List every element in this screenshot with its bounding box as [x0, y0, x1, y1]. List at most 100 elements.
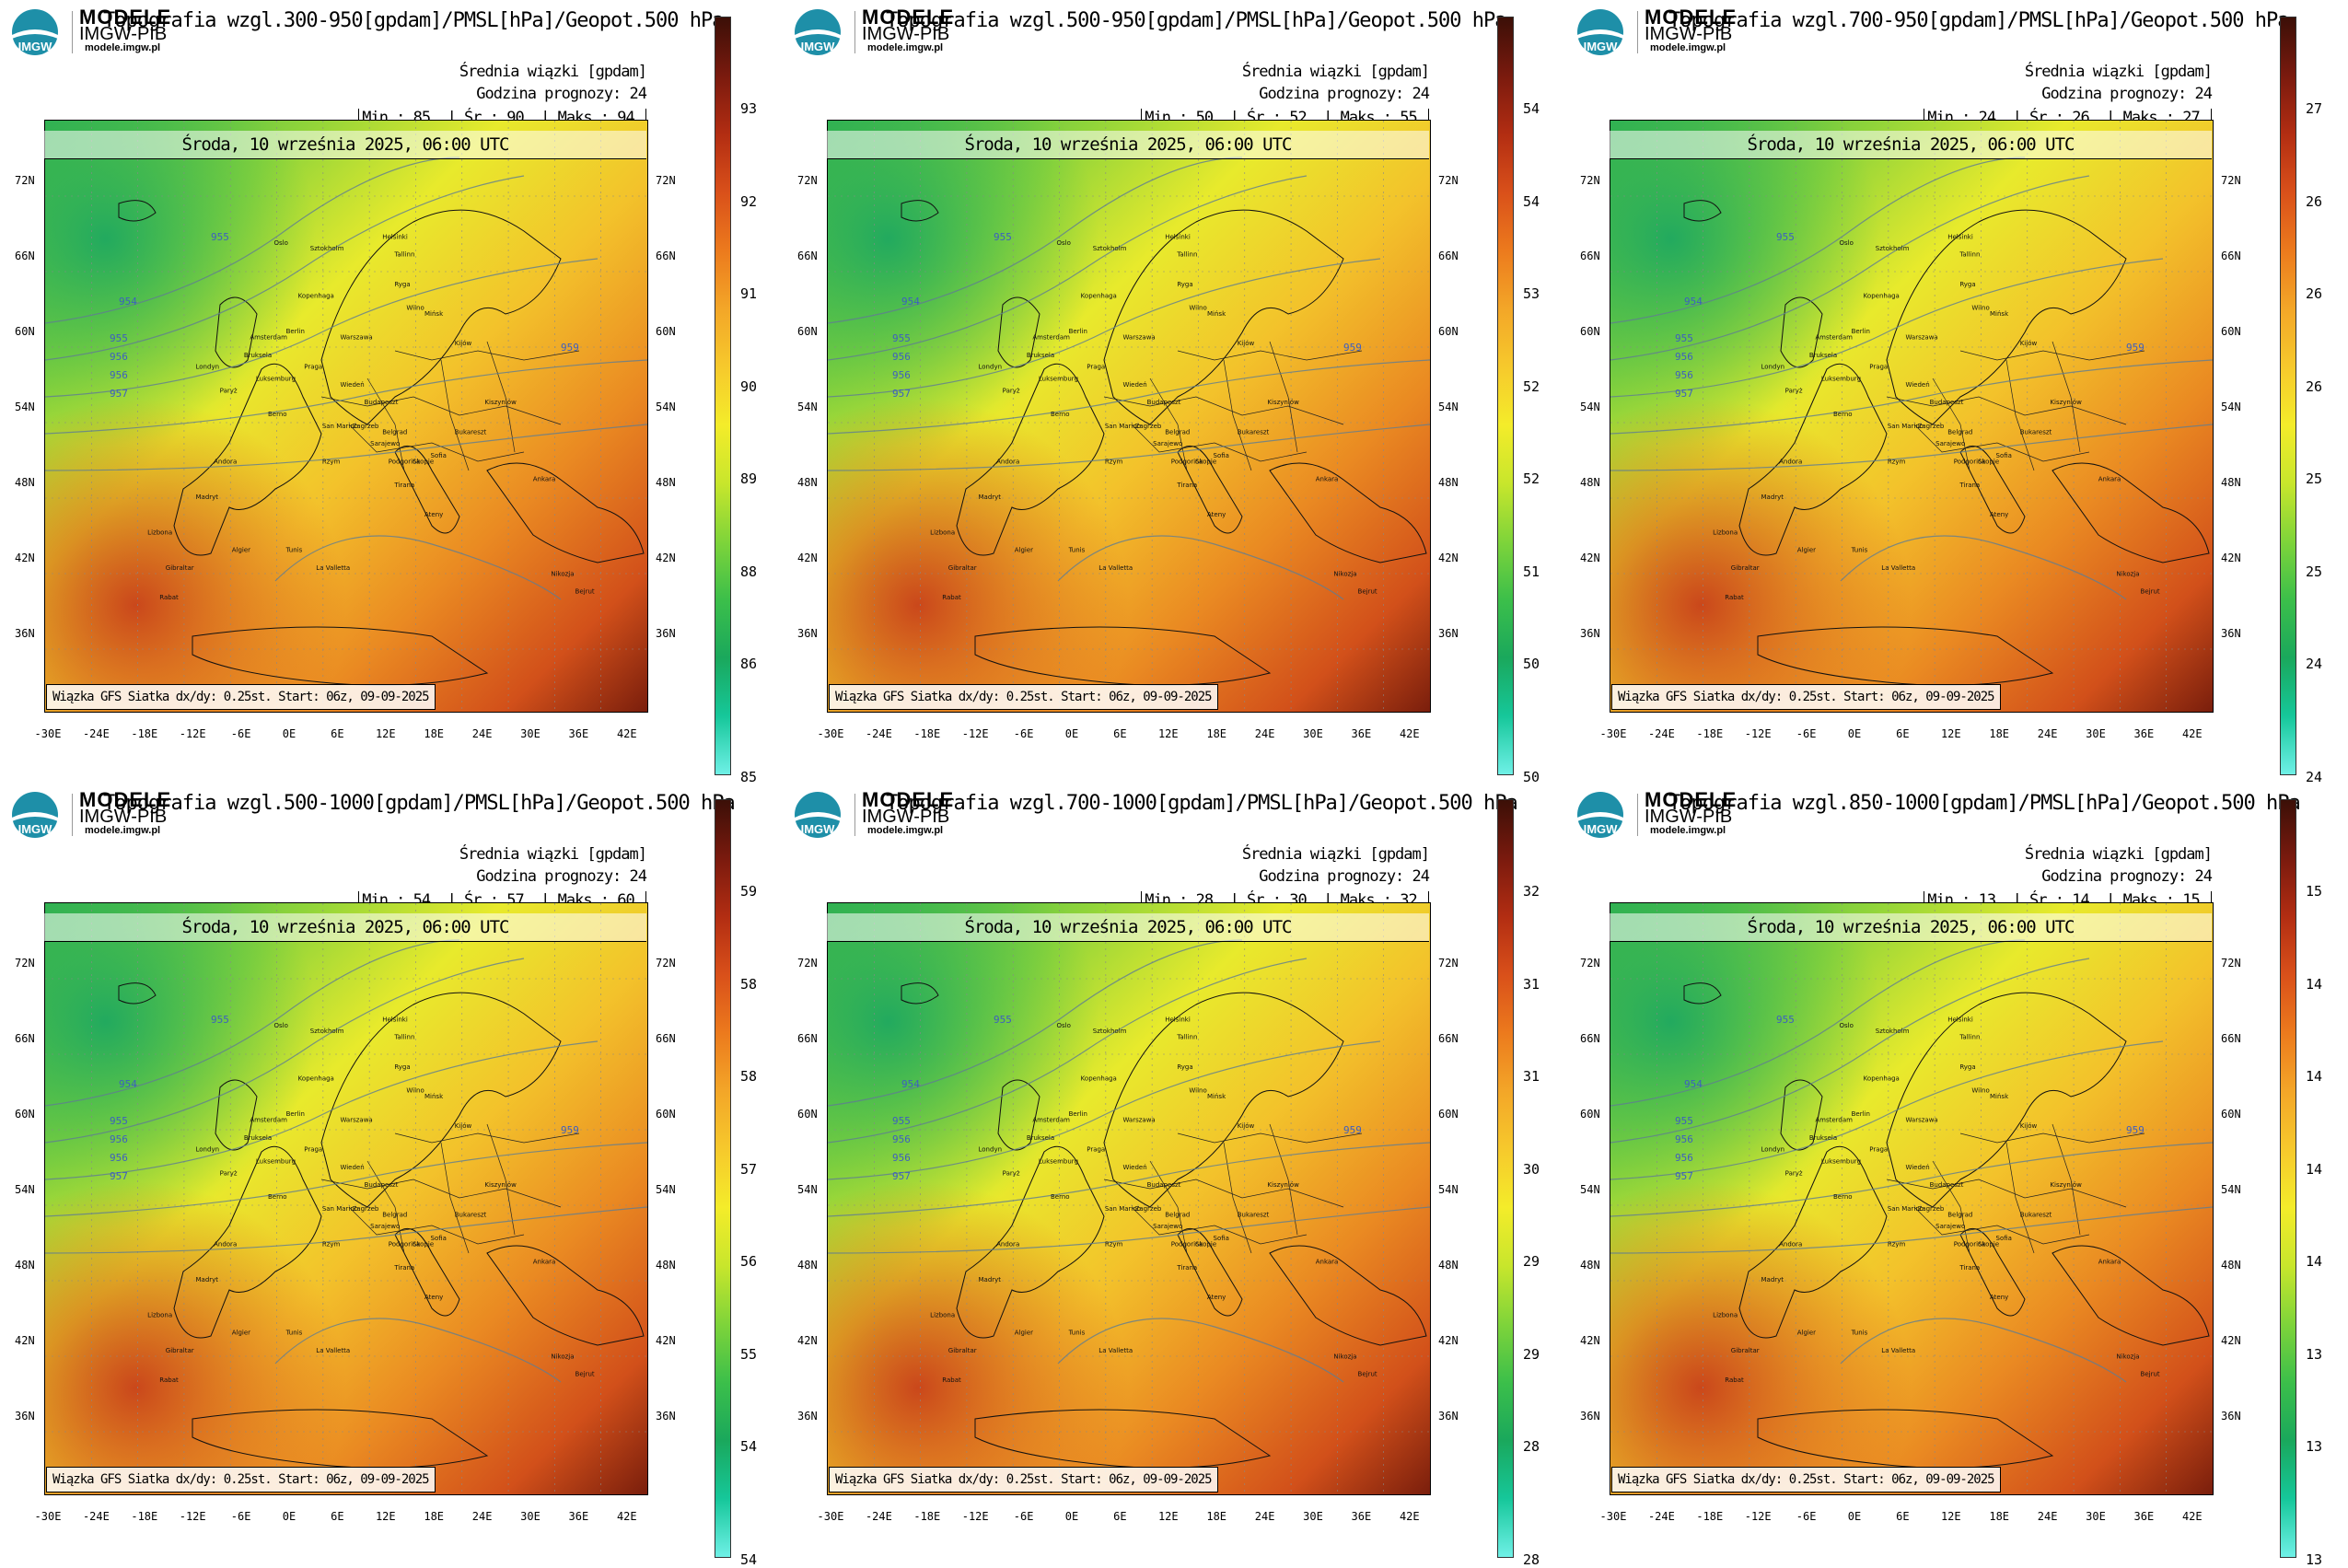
- map-area[interactable]: 955 956 956 957 954 959 955 Londyn Paryż Berlin Wa…: [44, 902, 648, 1495]
- lat-label-left: 72N: [1580, 957, 1600, 970]
- logo-text: IMGW: [801, 40, 836, 53]
- city-label: Paryż: [1003, 387, 1020, 394]
- city-label: Helsinki: [1165, 1016, 1191, 1023]
- colorbar-label: 26: [2306, 285, 2323, 302]
- lon-label: 0E: [1064, 1510, 1079, 1523]
- city-label: Budapeszt: [1147, 1181, 1181, 1189]
- city-label: Lizbona: [930, 528, 955, 536]
- colorbar-label: 27: [2306, 100, 2323, 117]
- map-area[interactable]: 955 956 956 957 954 959 955 Londyn Paryż Berlin Wa…: [44, 120, 648, 713]
- isoline-label: 959: [561, 342, 579, 354]
- city-label: Madryt: [196, 1276, 219, 1283]
- brand-subtitle: IMGW-PIB: [1645, 807, 1733, 827]
- city-label: Oslo: [1840, 1022, 1854, 1029]
- city-label: Wiedeń: [1122, 1164, 1146, 1171]
- city-label: Berno: [268, 1193, 287, 1201]
- isoline-label: 954: [119, 1078, 137, 1090]
- city-label: Bejrut: [2141, 1371, 2160, 1378]
- city-label: Warszawa: [340, 1117, 372, 1124]
- brand-site[interactable]: modele.imgw.pl: [1650, 42, 1726, 53]
- city-label: Belgrad: [382, 428, 407, 436]
- brand-site[interactable]: modele.imgw.pl: [85, 42, 161, 53]
- brand-site[interactable]: modele.imgw.pl: [85, 825, 161, 836]
- city-label: Ateny: [1990, 1294, 2008, 1301]
- city-label: Luksemburg: [1821, 1157, 1861, 1165]
- colorbar-label: 52: [1523, 470, 1540, 487]
- lat-label-left: 54N: [797, 401, 818, 413]
- lon-label: 6E: [331, 1510, 344, 1523]
- isoline-label: 955: [110, 332, 128, 344]
- lat-label-left: 54N: [1580, 1183, 1600, 1196]
- isoline-label: 956: [110, 351, 128, 363]
- city-label: Kijów: [2020, 1122, 2038, 1130]
- city-label: Bruksela: [244, 1134, 272, 1142]
- brand-site[interactable]: modele.imgw.pl: [867, 42, 944, 53]
- colorbar-label: 90: [740, 377, 758, 395]
- isoline-label: 955: [211, 231, 229, 243]
- lat-label-right: 36N: [656, 1410, 676, 1423]
- city-label: Madryt: [1761, 1276, 1784, 1283]
- lon-label: -12E: [961, 727, 989, 740]
- forecast-date: Środa, 10 września 2025, 06:00 UTC: [44, 131, 646, 159]
- city-label: Skopje: [1195, 1240, 1216, 1248]
- colorbar-label: 50: [1523, 768, 1540, 785]
- city-label: Ateny: [1207, 1294, 1226, 1301]
- city-label: Wilno: [406, 1086, 424, 1094]
- city-label: Kiszyniów: [2050, 1181, 2082, 1189]
- lon-label: -6E: [1013, 727, 1034, 740]
- city-label: Wiedeń: [1905, 381, 1929, 389]
- map-panel: IMGW MODELE IMGW-PIB modele.imgw.pl Topograf…: [0, 783, 783, 1568]
- city-label: Gibraltar: [1731, 564, 1760, 572]
- lat-label-right: 72N: [656, 957, 676, 970]
- lat-label-left: 42N: [797, 1334, 818, 1347]
- map-area[interactable]: 955 956 956 957 954 959 955 Londyn Paryż Berlin Wa…: [1610, 902, 2214, 1495]
- city-label: Nikozja: [2116, 1353, 2139, 1360]
- map-area[interactable]: 955 956 956 957 954 959 955 Londyn Paryż Berlin Wa…: [827, 902, 1431, 1495]
- colorbar-label: 89: [740, 470, 758, 487]
- city-label: Kopenhaga: [298, 1075, 334, 1083]
- lat-label-right: 36N: [1438, 627, 1459, 640]
- panel-title: Topografia wzgl.300-950[gpdam]/PMSL[hPa]…: [103, 9, 724, 32]
- lon-label: 6E: [1113, 727, 1127, 740]
- map-area[interactable]: 955 956 956 957 954 959 955 Londyn Paryż Berlin Wa…: [1610, 120, 2214, 713]
- city-label: Amsterdam: [250, 1117, 287, 1124]
- brand-site[interactable]: modele.imgw.pl: [1650, 825, 1726, 836]
- lat-label-left: 60N: [1580, 1108, 1600, 1121]
- lat-label-right: 48N: [656, 476, 676, 489]
- city-label: Rabat: [1725, 1376, 1744, 1384]
- city-label: Tallinn: [1176, 1034, 1197, 1041]
- city-label: Praga: [304, 1146, 322, 1154]
- lon-label: -12E: [179, 1510, 206, 1523]
- city-label: Rabat: [159, 1376, 179, 1384]
- city-label: Rabat: [1725, 594, 1744, 601]
- city-label: Mińsk: [424, 310, 444, 318]
- isoline-label: 954: [1684, 296, 1703, 308]
- city-label: Bukareszt: [455, 428, 487, 436]
- isoline-label: 955: [1776, 231, 1795, 243]
- city-label: Praga: [304, 364, 322, 371]
- lon-label: 12E: [1940, 727, 1961, 740]
- lat-label-left: 54N: [1580, 401, 1600, 413]
- colorbar-label: 31: [1523, 975, 1540, 993]
- lon-label: 12E: [1157, 727, 1179, 740]
- brand-site[interactable]: modele.imgw.pl: [867, 825, 944, 836]
- lat-label-right: 48N: [2221, 1259, 2241, 1272]
- city-label: Ryga: [394, 281, 410, 288]
- lon-label: 36E: [2133, 727, 2155, 740]
- lat-label-right: 36N: [2221, 1410, 2241, 1423]
- isoline-label: 956: [110, 1133, 128, 1145]
- lat-label-right: 36N: [2221, 627, 2241, 640]
- lat-label-right: 72N: [2221, 174, 2241, 187]
- city-label: Nikozja: [1333, 570, 1356, 577]
- city-label: Belgrad: [382, 1211, 407, 1218]
- city-label: Bejrut: [575, 588, 595, 596]
- map-area[interactable]: 955 956 956 957 954 959 955 Londyn Paryż Berlin Wa…: [827, 120, 1431, 713]
- city-label: Gibraltar: [948, 564, 977, 572]
- lat-label-left: 66N: [1580, 250, 1600, 262]
- lon-label: 42E: [616, 727, 637, 740]
- brand-subtitle: IMGW-PIB: [1645, 24, 1733, 44]
- lat-label-left: 36N: [1580, 1410, 1600, 1423]
- city-label: Nikozja: [2116, 570, 2139, 577]
- colorbar: [1497, 799, 1514, 1558]
- city-label: Tallinn: [393, 251, 414, 259]
